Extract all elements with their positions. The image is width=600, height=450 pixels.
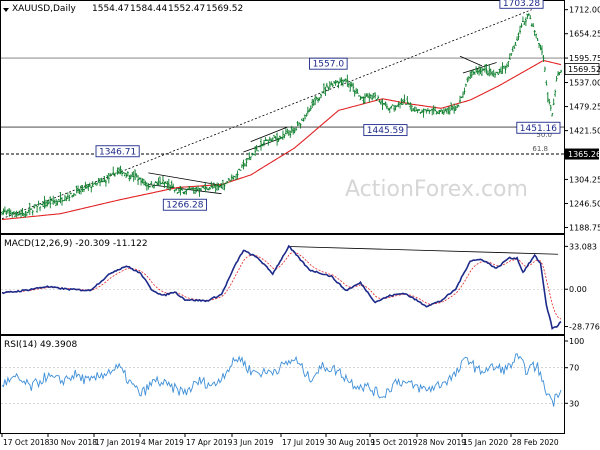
x-axis-label: 17 Jan 2019	[95, 438, 140, 447]
macd-trendline	[288, 246, 559, 255]
rsi-panel-frame	[0, 335, 565, 434]
instrument-open: 1554.47	[92, 4, 129, 14]
price-axis-label: 1479.25	[569, 103, 600, 112]
last-price-label: 1569.52	[568, 65, 600, 74]
price-axis-label: 1421.50	[569, 127, 600, 136]
price-axis-label: 1654.25	[569, 30, 600, 39]
collapse-arrow-icon	[3, 8, 9, 12]
x-axis-label: 28 Feb 2020	[512, 438, 559, 447]
rsi-layer	[1, 353, 564, 407]
macd-axis-label: -28.776	[569, 323, 600, 332]
fib-618-tag: 61.8	[532, 145, 548, 153]
long-trendline	[1, 9, 532, 220]
rsi-axis-label: 30	[569, 399, 579, 408]
x-axis-label: 28 Nov 2019	[418, 438, 466, 447]
rsi-line	[1, 353, 562, 407]
peak-label-box	[363, 124, 408, 137]
chart-header: XAUUSD,Daily 1554.47 1584.44 1552.47 156…	[3, 4, 243, 14]
watermark: ActionForex.com	[345, 177, 528, 202]
macd-label: MACD(12,26,9) -20.309 -11.122	[4, 239, 148, 249]
peak-label-box	[499, 0, 544, 9]
channel-line-5	[462, 62, 497, 74]
x-axis-label: 17 Apr 2019	[186, 438, 233, 447]
macd-panel-frame	[0, 234, 565, 335]
instrument-header: XAUUSD,Daily	[12, 4, 76, 14]
macd-layer	[1, 244, 564, 331]
fib-level-box	[565, 148, 599, 160]
rsi-axis-label: 100	[569, 337, 584, 346]
price-bars	[1, 13, 562, 218]
price-axis-label: 1246.50	[569, 199, 600, 208]
peak-label-box	[95, 145, 140, 158]
price-axis-label: 1537.00	[569, 79, 600, 88]
price-panel-frame	[0, 0, 565, 234]
last-price-box	[564, 63, 600, 75]
price-axis-label: 1712.00	[569, 6, 600, 15]
macd-line	[1, 244, 562, 331]
rsi-axis-label: 70	[569, 364, 579, 373]
x-axis-label: 30 Nov 2018	[49, 438, 97, 447]
macd-axis-label: 33.083	[569, 242, 597, 251]
peak-label: 1703.28	[503, 0, 540, 9]
channel-line-2	[250, 126, 288, 143]
channel-line-0	[148, 184, 222, 195]
peak-label: 1346.71	[99, 147, 136, 157]
x-axis-label: 3 Jun 2019	[233, 438, 274, 447]
peak-label: 1445.59	[367, 126, 404, 136]
peak-label: 1266.28	[166, 201, 203, 211]
peak-label: 1557.0	[313, 60, 345, 70]
channel-line-1	[148, 172, 222, 186]
instrument-high: 1584.44	[130, 4, 167, 14]
x-axis-label: 15 Oct 2019	[371, 438, 418, 447]
x-axis-label: 17 Jul 2019	[282, 438, 325, 447]
fib-50-tag: 50.0	[536, 131, 552, 139]
x-axis-label: 4 Mar 2019	[141, 438, 184, 447]
panel-frames	[0, 0, 565, 434]
fib-level-label: 1365.26	[568, 150, 600, 159]
macd-signal-line	[1, 252, 562, 320]
peak-label-box	[309, 57, 348, 70]
rsi-label: RSI(14) 49.3908	[4, 340, 77, 350]
instrument-close: 1569.52	[206, 4, 243, 14]
peak-label-box	[516, 121, 561, 134]
x-axis-label: 17 Oct 2018	[3, 438, 50, 447]
x-axis-label: 15 Jan 2020	[463, 438, 508, 447]
x-axis-label: 30 Aug 2019	[327, 438, 375, 447]
price-layer: 61.8 50.0 1346.71 1266.28 1557.0 1445.59 1703.…	[1, 0, 564, 221]
rsi-axis: 10070300	[564, 337, 584, 408]
price-axis-label: 1188.75	[569, 224, 600, 233]
channel-line-3	[243, 137, 284, 153]
peak-label-box	[162, 198, 207, 211]
instrument-low: 1552.47	[168, 4, 205, 14]
price-axis-label: 1304.25	[569, 175, 600, 184]
macd-axis-label: 0.00	[569, 285, 587, 294]
moving-average-line	[1, 59, 562, 221]
channel-line-4	[459, 55, 483, 67]
price-axis-label: 1595.75	[569, 54, 600, 63]
macd-axis: 33.083 0.00 -28.776	[564, 242, 600, 332]
peak-label: 1451.16	[520, 124, 557, 134]
price-axis: 1712.00 1654.25 1595.75 1537.00 1479.25 1421.…	[564, 6, 600, 233]
